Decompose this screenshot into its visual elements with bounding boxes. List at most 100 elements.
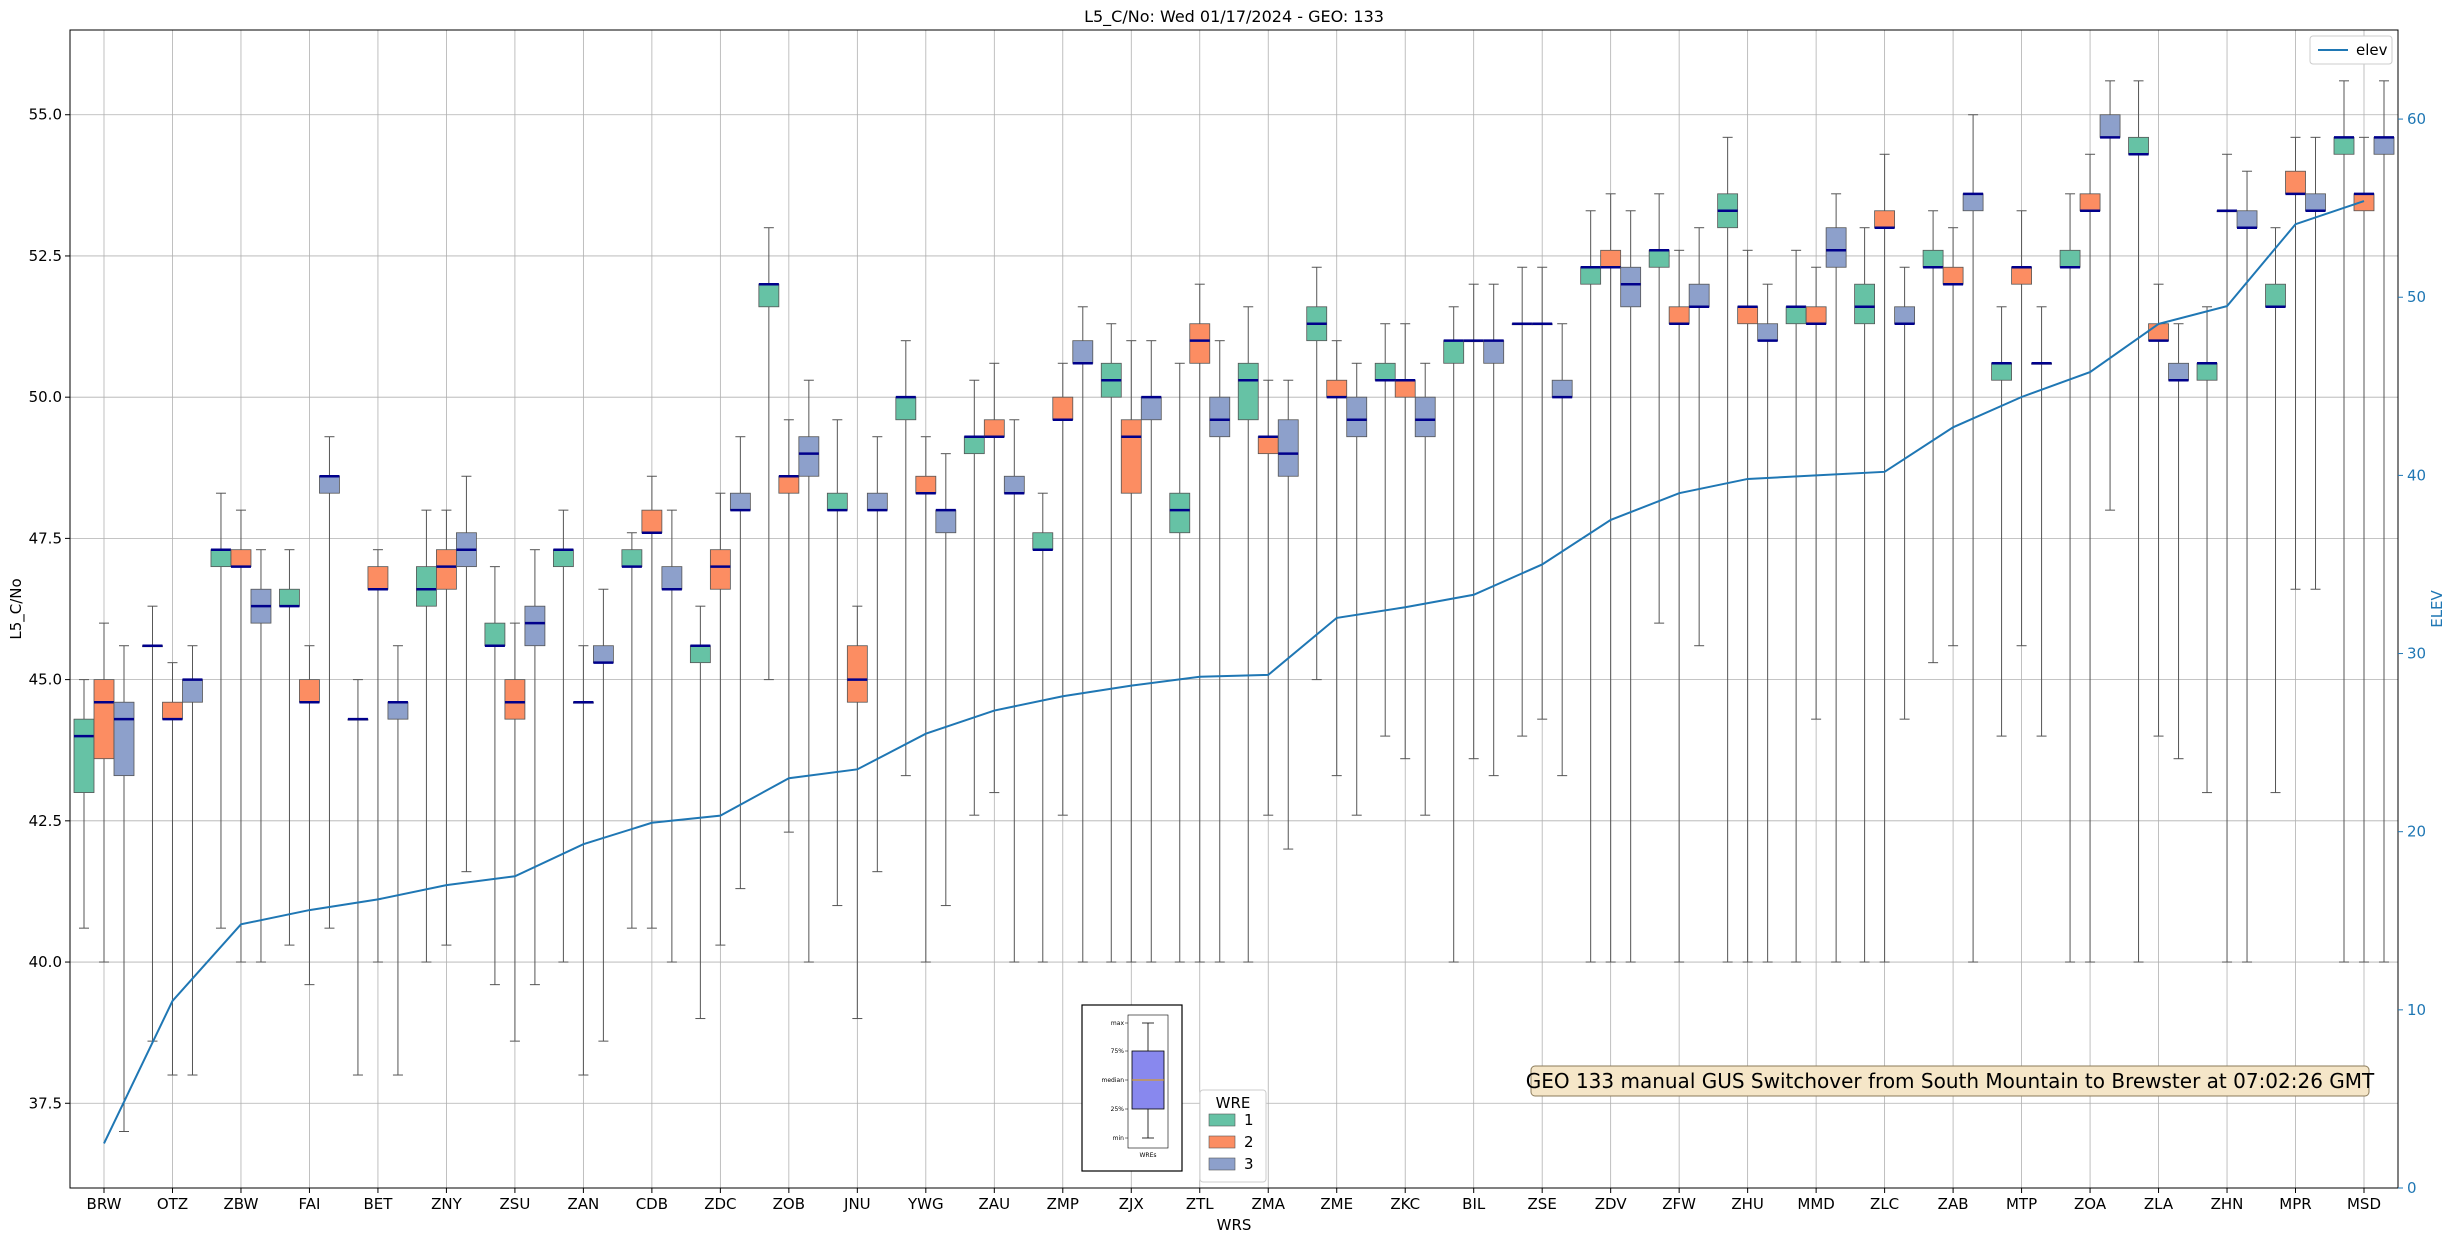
box-iqr <box>2099 114 2121 138</box>
y-right-tick-label: 50 <box>2407 288 2426 306</box>
x-tick-label: ZAN <box>568 1195 600 1213</box>
box-iqr <box>1003 475 1025 494</box>
box-plot <box>1443 306 1465 963</box>
box-iqr <box>2079 193 2101 212</box>
x-tick-label: MMD <box>1797 1195 1834 1213</box>
box-iqr <box>709 549 731 590</box>
box-plot <box>641 475 663 929</box>
box-iqr <box>1962 193 1984 212</box>
x-tick-label: ZJX <box>1119 1195 1144 1213</box>
box-iqr <box>1688 283 1710 308</box>
box-iqr <box>1120 419 1142 494</box>
box-iqr <box>621 549 643 568</box>
y-right-tick-label: 20 <box>2407 823 2426 841</box>
y-tick-label: 52.5 <box>29 247 62 265</box>
box-legend-label: 1 <box>1244 1111 1254 1129</box>
box-plot <box>1805 266 1827 720</box>
y-tick-label: 50.0 <box>29 388 62 406</box>
box-iqr <box>778 475 800 494</box>
box-iqr <box>1189 323 1211 364</box>
box-plot <box>1189 283 1211 963</box>
box-iqr <box>1668 306 1690 325</box>
box-iqr <box>2128 136 2149 155</box>
box-plot <box>250 549 272 963</box>
box-plot <box>1962 114 1984 963</box>
box-iqr <box>1854 283 1876 325</box>
box-iqr <box>1805 306 1827 325</box>
box-plot <box>2373 80 2395 963</box>
box-plot <box>846 605 868 1020</box>
box-iqr <box>1757 323 1779 342</box>
box-iqr <box>319 475 340 494</box>
y-right-tick-label: 40 <box>2407 466 2426 484</box>
box-plot <box>1531 266 1553 720</box>
y-tick-label: 45.0 <box>29 671 62 689</box>
box-iqr <box>983 419 1005 438</box>
box-iqr <box>1991 362 2012 381</box>
box-iqr <box>1600 249 1622 268</box>
box-iqr <box>2011 266 2032 285</box>
box-iqr <box>826 492 848 511</box>
box-plot <box>778 419 800 833</box>
box-iqr <box>1580 266 1602 285</box>
box-iqr <box>367 566 389 590</box>
box-plot <box>1620 210 1642 963</box>
box-plot <box>113 645 135 1133</box>
inset-label: max <box>1111 1020 1125 1027</box>
box-plot <box>826 419 848 907</box>
box-iqr <box>299 679 320 703</box>
box-plot <box>661 509 683 963</box>
box-plot <box>1052 362 1074 816</box>
box-iqr <box>1326 379 1348 398</box>
box-iqr <box>1648 249 1670 268</box>
box-plots <box>73 80 2395 1133</box>
box-plot <box>798 379 820 963</box>
box-iqr <box>1483 340 1505 364</box>
x-tick-label: MTP <box>2006 1195 2037 1213</box>
y-right-tick-label: 0 <box>2407 1179 2417 1197</box>
box-plot <box>1277 379 1299 850</box>
box-iqr <box>846 645 868 703</box>
box-legend-swatch <box>1208 1135 1236 1149</box>
box-iqr <box>866 492 888 511</box>
x-tick-label: FAI <box>298 1195 320 1213</box>
box-iqr <box>230 549 252 568</box>
y-tick-label: 40.0 <box>29 953 62 971</box>
box-plot <box>2011 210 2032 647</box>
inset-label: 75% <box>1111 1048 1125 1055</box>
box-plot <box>866 436 888 873</box>
box-plot <box>1825 193 1847 963</box>
box-plot <box>2265 227 2286 794</box>
box-iqr <box>2353 193 2375 212</box>
y-axis-right: 0 10 20 30 40 50 60 <box>2398 110 2426 1197</box>
box-iqr <box>935 509 957 534</box>
x-tick-label: ZLC <box>1870 1195 1899 1213</box>
box-plot <box>299 645 320 986</box>
annotation-box <box>1530 1065 2370 1097</box>
box-plot <box>1032 492 1054 963</box>
box-iqr <box>758 283 780 308</box>
box-legend: WRE 1 2 3 <box>1199 1089 1267 1183</box>
box-plot <box>1580 210 1602 963</box>
x-tick-label: ZOA <box>2074 1195 2107 1213</box>
box-plot <box>387 645 409 1076</box>
x-tick-label: BET <box>363 1195 393 1213</box>
box-plot <box>1394 323 1416 760</box>
annotation: GEO 133 manual GUS Switchover from South… <box>1526 1065 2375 1097</box>
x-tick-label: ZSU <box>500 1195 531 1213</box>
box-plot <box>709 492 731 946</box>
box-iqr <box>1257 436 1279 455</box>
box-iqr <box>436 549 457 590</box>
y-right-tick-label: 60 <box>2407 110 2426 128</box>
x-tick-label: ZBW <box>224 1195 259 1213</box>
box-plot <box>1374 323 1396 737</box>
box-iqr <box>113 701 135 777</box>
box-plot <box>2079 153 2101 963</box>
box-iqr <box>2196 362 2218 381</box>
box-plot <box>504 622 526 1042</box>
box-plot <box>2128 80 2149 963</box>
box-plot <box>1922 210 1944 664</box>
x-tick-label: JNU <box>843 1195 871 1213</box>
y-right-tick-label: 10 <box>2407 1001 2426 1019</box>
box-plot <box>484 566 506 986</box>
